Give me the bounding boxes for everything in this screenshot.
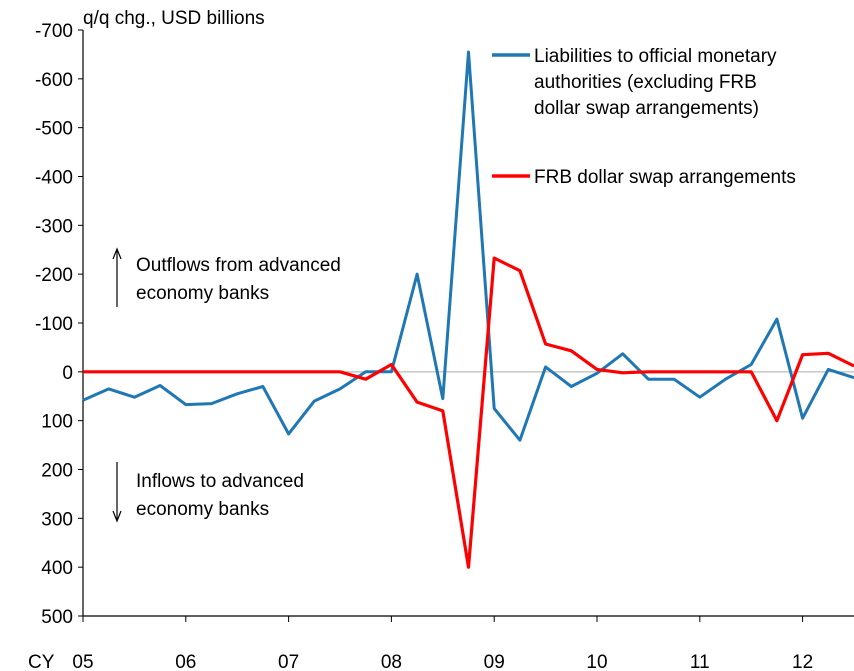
x-tick-label: 12 xyxy=(792,652,813,671)
y-tick-label: -600 xyxy=(35,70,73,91)
x-tick-label: 08 xyxy=(381,652,402,671)
y-tick-label: 100 xyxy=(41,412,73,433)
x-tick-label: 10 xyxy=(586,652,607,671)
legend-label: authorities (excluding FRB xyxy=(534,72,757,93)
annotation-arrowhead xyxy=(112,247,122,260)
series-line-2 xyxy=(83,256,854,569)
annotation-text: Outflows from advanced xyxy=(136,255,341,276)
x-tick-label: 05 xyxy=(72,652,93,671)
y-tick-label: -300 xyxy=(35,216,73,237)
y-tick-label: -500 xyxy=(35,119,73,140)
y-tick-label: -100 xyxy=(35,314,73,335)
legend-label: dollar swap arrangements) xyxy=(534,98,759,119)
y-tick-label: 0 xyxy=(62,363,73,384)
x-axis-prefix: CY xyxy=(28,652,55,671)
series-line-1 xyxy=(82,50,854,442)
x-tick-label: 07 xyxy=(278,652,299,671)
y-tick-label: 500 xyxy=(41,607,73,628)
annotation-arrowhead xyxy=(112,510,122,523)
legend-label: Liabilities to official monetary xyxy=(534,46,777,67)
y-tick-label: 400 xyxy=(41,558,73,579)
y-tick-label: 300 xyxy=(41,509,73,530)
y-tick-label: 200 xyxy=(41,461,73,482)
y-axis-label: q/q chg., USD billions xyxy=(83,8,265,29)
y-tick-label: -400 xyxy=(35,168,73,189)
annotation-text: economy banks xyxy=(136,283,269,304)
x-tick-label: 09 xyxy=(484,652,505,671)
y-tick-label: -200 xyxy=(35,265,73,286)
x-tick-label: 06 xyxy=(175,652,196,671)
annotation-text: economy banks xyxy=(136,499,269,520)
y-tick-label: -700 xyxy=(35,21,73,42)
annotation-text: Inflows to advanced xyxy=(136,471,304,492)
x-tick-label: 11 xyxy=(690,652,710,671)
legend-label: FRB dollar swap arrangements xyxy=(534,167,796,188)
